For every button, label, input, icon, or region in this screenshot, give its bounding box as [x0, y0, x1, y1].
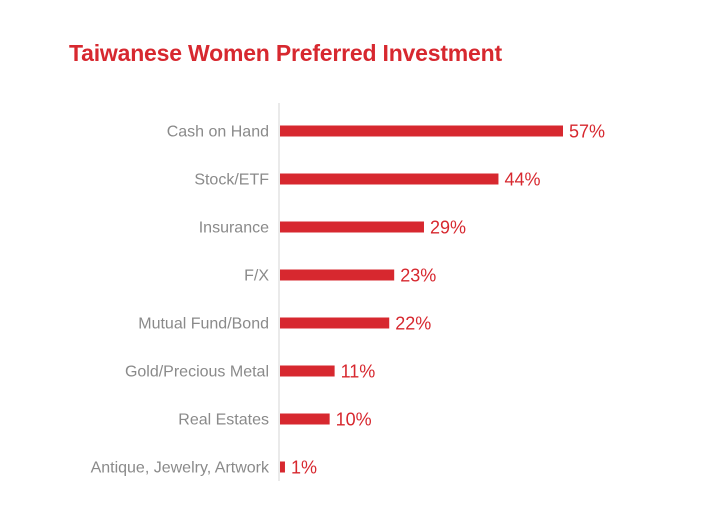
category-label: Cash on Hand [167, 124, 269, 141]
category-label: Mutual Fund/Bond [138, 316, 269, 333]
bar-3 [280, 221, 424, 233]
bar-8 [280, 461, 285, 473]
bar-1 [280, 125, 563, 137]
value-label: 29% [430, 218, 466, 238]
category-label: Real Estates [178, 412, 269, 429]
value-label: 1% [291, 458, 317, 478]
bar-5 [280, 317, 390, 329]
bar-7 [280, 413, 330, 425]
value-label: 10% [336, 410, 372, 430]
category-label: F/X [244, 268, 269, 285]
category-label: Antique, Jewelry, Artwork [91, 460, 270, 477]
value-label: 22% [395, 314, 431, 334]
bar-4 [280, 269, 395, 281]
value-label: 44% [504, 170, 540, 190]
bar-2 [280, 173, 499, 185]
value-label: 11% [341, 362, 376, 382]
value-label: 57% [569, 122, 605, 142]
value-label: 23% [400, 266, 436, 286]
category-label: Insurance [199, 220, 269, 237]
bars-group: Cash on Hand 57% Stock/ETF 44% Insurance 29% F… [91, 122, 605, 478]
category-label: Stock/ETF [194, 172, 269, 189]
category-label: Gold/Precious Metal [125, 364, 269, 381]
bar-6 [280, 365, 335, 377]
chart-title: Taiwanese Women Preferred Investment [69, 40, 502, 66]
